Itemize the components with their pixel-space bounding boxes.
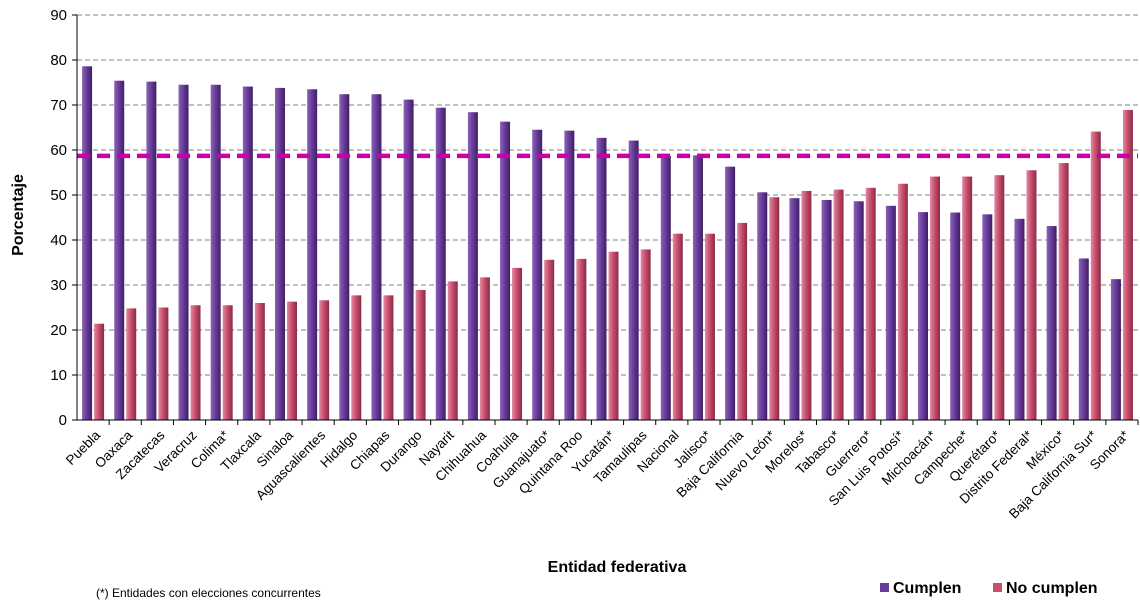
bar-no-cumplen <box>158 307 169 420</box>
bar-no-cumplen <box>833 189 844 420</box>
legend-label-cumplen: Cumplen <box>893 580 961 597</box>
bar-cumplen <box>403 99 414 420</box>
bar-cumplen <box>307 89 318 420</box>
bar-cumplen <box>885 205 896 420</box>
bar-cumplen <box>82 66 93 421</box>
bar-no-cumplen <box>544 259 555 420</box>
bar-no-cumplen <box>319 300 330 420</box>
bar-no-cumplen <box>704 233 715 420</box>
bar-no-cumplen <box>479 277 490 420</box>
bar-no-cumplen <box>222 305 233 420</box>
bar-no-cumplen <box>801 190 812 420</box>
bar-cumplen <box>1078 258 1089 420</box>
y-tick-label: 90 <box>50 7 67 24</box>
y-tick-label: 80 <box>50 52 67 69</box>
bar-cumplen <box>500 121 511 421</box>
bar-no-cumplen <box>608 251 619 420</box>
bar-cumplen <box>339 94 350 420</box>
bar-no-cumplen <box>930 176 941 420</box>
bar-cumplen <box>660 155 671 420</box>
bar-no-cumplen <box>1058 163 1069 421</box>
bar-no-cumplen <box>1122 109 1133 420</box>
bar-cumplen <box>564 130 575 420</box>
bar-no-cumplen <box>1026 170 1037 420</box>
bar-no-cumplen <box>254 303 265 420</box>
bar-no-cumplen <box>865 187 876 420</box>
bar-cumplen <box>918 212 929 420</box>
bar-cumplen <box>467 112 478 420</box>
x-tick-labels: PueblaOaxacaZacatecasVeracruzColima*Tlax… <box>63 420 1139 521</box>
bar-no-cumplen <box>672 233 683 420</box>
bar-cumplen <box>371 94 382 420</box>
bar-cumplen <box>1046 226 1057 420</box>
bar-no-cumplen <box>351 295 362 420</box>
bar-cumplen <box>789 198 800 420</box>
bar-no-cumplen <box>737 222 748 420</box>
legend-label-no-cumplen: No cumplen <box>1006 580 1098 597</box>
bar-cumplen <box>178 84 189 420</box>
bar-no-cumplen <box>962 176 973 420</box>
footnote: (*) Entidades con elecciones concurrente… <box>96 586 321 600</box>
legend-swatch-no-cumplen <box>993 583 1002 592</box>
bar-no-cumplen <box>447 281 458 420</box>
bar-no-cumplen <box>383 295 394 420</box>
bar-no-cumplen <box>1090 131 1101 421</box>
bar-no-cumplen <box>94 323 105 420</box>
bar-cumplen <box>114 80 125 420</box>
bar-cumplen <box>628 140 639 421</box>
bar-cumplen <box>725 166 736 420</box>
bar-cumplen <box>242 86 253 421</box>
x-axis-title: Entidad federativa <box>548 559 687 576</box>
y-axis-title: Porcentaje <box>10 174 27 256</box>
bar-cumplen <box>274 87 285 421</box>
y-tick-label: 0 <box>59 412 67 429</box>
bar-no-cumplen <box>126 308 137 420</box>
bar-cumplen <box>1110 279 1121 420</box>
bar-cumplen <box>982 214 993 420</box>
y-tick-label: 60 <box>50 142 67 159</box>
bar-cumplen <box>435 107 446 420</box>
bar-cumplen <box>210 84 221 420</box>
legend-swatch-cumplen <box>880 583 889 592</box>
bar-cumplen <box>1014 218 1025 420</box>
axes <box>76 15 1138 421</box>
bar-no-cumplen <box>994 175 1005 420</box>
bar-cumplen <box>146 81 157 420</box>
bar-no-cumplen <box>286 301 297 420</box>
bar-cumplen <box>596 137 607 420</box>
bars <box>82 66 1133 421</box>
y-tick-label: 40 <box>50 232 67 249</box>
bar-no-cumplen <box>897 183 908 420</box>
y-tick-label: 10 <box>50 367 67 384</box>
bar-no-cumplen <box>640 249 651 420</box>
legend: Cumplen No cumplen <box>880 580 1098 597</box>
y-tick-label: 50 <box>50 187 67 204</box>
y-tick-label: 30 <box>50 277 67 294</box>
bar-no-cumplen <box>576 258 587 420</box>
bar-cumplen <box>532 129 543 420</box>
bar-no-cumplen <box>769 197 780 420</box>
y-tick-labels: 0 10 20 30 40 50 60 70 80 90 <box>50 7 77 429</box>
bar-no-cumplen <box>415 289 426 420</box>
y-tick-label: 20 <box>50 322 67 339</box>
gridlines <box>77 14 1138 376</box>
bar-cumplen <box>757 192 768 420</box>
bar-no-cumplen <box>512 267 523 420</box>
bar-cumplen <box>692 155 703 420</box>
bar-no-cumplen <box>190 305 201 420</box>
y-tick-label: 70 <box>50 97 67 114</box>
bar-cumplen <box>950 212 961 420</box>
bar-cumplen <box>853 201 864 420</box>
bar-cumplen <box>821 199 832 420</box>
